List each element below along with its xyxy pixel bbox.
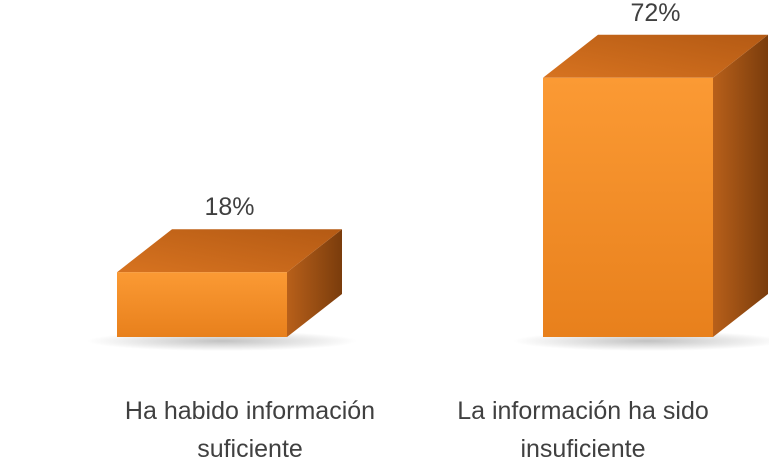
category-label: Ha habido información suficiente (124, 397, 376, 463)
bar-side (713, 34, 768, 338)
bar-top (543, 34, 768, 78)
bar-front (543, 77, 713, 338)
category-label: La información ha sido insuficiente (457, 397, 709, 463)
bar (117, 229, 342, 337)
value-label: 72% (630, 0, 680, 27)
bar (543, 34, 768, 338)
bar-top (117, 229, 342, 273)
bar-front (117, 272, 287, 337)
value-label: 18% (204, 193, 254, 221)
bar-side (287, 229, 342, 337)
